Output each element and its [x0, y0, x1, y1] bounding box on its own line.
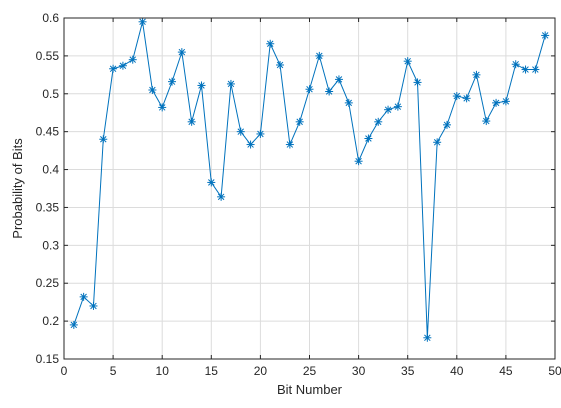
data-point-marker [69, 320, 78, 329]
data-point-marker [413, 78, 422, 87]
data-point-marker [334, 75, 343, 84]
x-tick-label: 35 [401, 364, 415, 378]
data-point-marker [315, 51, 324, 60]
data-point-marker [266, 39, 275, 48]
data-point-marker [501, 97, 510, 106]
data-point-marker [354, 157, 363, 166]
data-point-marker [246, 140, 255, 149]
data-point-marker [295, 117, 304, 126]
x-tick-label: 0 [61, 364, 68, 378]
data-point-marker [403, 57, 412, 66]
y-tick-label: 0.15 [36, 352, 60, 366]
data-point-marker [482, 117, 491, 126]
y-tick-label: 0.5 [42, 87, 59, 101]
data-point-marker [521, 65, 530, 74]
data-point-marker [109, 64, 118, 73]
data-point-marker [452, 92, 461, 101]
data-point-marker [462, 94, 471, 103]
data-point-marker [305, 85, 314, 94]
x-tick-label: 5 [110, 364, 117, 378]
x-tick-label: 45 [499, 364, 513, 378]
data-point-marker [511, 60, 520, 69]
x-tick-label: 30 [352, 364, 366, 378]
data-point-marker [226, 79, 235, 88]
data-point-marker [384, 105, 393, 114]
data-point-marker [423, 333, 432, 342]
data-point-marker [256, 129, 265, 138]
x-tick-label: 20 [254, 364, 268, 378]
data-point-marker [148, 85, 157, 94]
data-point-marker [158, 103, 167, 112]
data-point-marker [207, 178, 216, 187]
y-tick-label: 0.6 [42, 11, 59, 25]
data-point-marker [187, 117, 196, 126]
series-layer [69, 17, 550, 342]
x-tick-label: 25 [303, 364, 317, 378]
data-point-marker [177, 48, 186, 57]
data-point-marker [285, 140, 294, 149]
data-point-marker [393, 102, 402, 111]
y-tick-label: 0.4 [42, 163, 59, 177]
data-point-marker [197, 81, 206, 90]
data-point-marker [128, 55, 137, 64]
data-point-marker [344, 98, 353, 107]
data-point-marker [118, 61, 127, 70]
data-point-marker [99, 135, 108, 144]
data-point-marker [472, 70, 481, 79]
data-point-marker [168, 77, 177, 86]
data-point-marker [492, 98, 501, 107]
data-point-marker [433, 138, 442, 147]
data-point-marker [236, 127, 245, 136]
data-point-marker [276, 60, 285, 69]
y-tick-label: 0.2 [42, 314, 59, 328]
axis-ticks: 0 5 10 15 20 25 30 35 40 45 50 0.15 0.2 0.25 0.3 0.35 0.… [36, 11, 561, 378]
x-axis-label: Bit Number [277, 382, 343, 397]
x-tick-label: 10 [156, 364, 170, 378]
y-tick-label: 0.45 [36, 125, 60, 139]
data-point-marker [541, 31, 550, 40]
data-point-marker [138, 17, 147, 26]
y-tick-label: 0.25 [36, 276, 60, 290]
x-tick-label: 15 [205, 364, 219, 378]
x-tick-label: 40 [450, 364, 464, 378]
data-point-marker [79, 292, 88, 301]
grid [63, 17, 556, 360]
data-point-marker [442, 120, 451, 129]
y-tick-label: 0.55 [36, 49, 60, 63]
y-tick-label: 0.3 [42, 238, 59, 252]
data-point-marker [374, 117, 383, 126]
data-point-marker [531, 65, 540, 74]
data-point-marker [364, 134, 373, 143]
y-axis-label: Probability of Bits [10, 138, 25, 239]
data-point-marker [325, 87, 334, 96]
y-tick-label: 0.35 [36, 200, 60, 214]
x-tick-label: 50 [548, 364, 561, 378]
data-point-marker [89, 301, 98, 310]
data-point-marker [217, 192, 226, 201]
